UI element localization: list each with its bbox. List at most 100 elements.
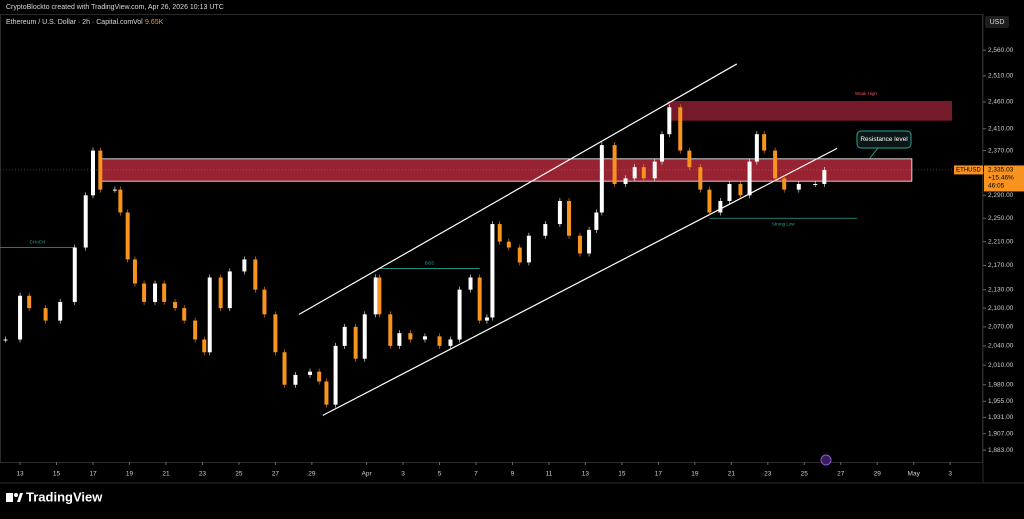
candle — [796, 183, 801, 190]
candle — [373, 277, 378, 315]
candle — [43, 308, 48, 321]
credit: CryptoBlockto created with TradingView.c… — [6, 4, 224, 11]
candle — [577, 235, 582, 254]
callout-pointer — [869, 147, 879, 159]
candle — [142, 283, 147, 302]
indicator-icon — [820, 454, 832, 466]
candle — [687, 150, 692, 168]
y-tick-label: 2,070.00 — [988, 324, 1014, 331]
y-tick-label: 2,040.00 — [988, 343, 1014, 350]
volume-label: Vol — [133, 19, 143, 26]
candle — [91, 150, 96, 196]
candle — [490, 224, 495, 318]
supply-zone — [667, 100, 952, 121]
candle — [782, 178, 787, 190]
candle — [98, 150, 103, 190]
x-tick-label: Apr — [362, 471, 373, 478]
candle — [388, 314, 393, 346]
candle — [477, 277, 482, 321]
candle — [747, 161, 752, 196]
x-tick-label: 5 — [438, 471, 442, 478]
candle — [557, 201, 562, 225]
price-tag-value: 2,335.03 — [988, 167, 1014, 174]
candle — [707, 189, 712, 213]
candle — [623, 178, 628, 184]
candle — [262, 289, 267, 315]
y-tick-label: 2,130.00 — [988, 286, 1014, 293]
tradingview-logo: TradingView — [6, 489, 103, 504]
candle — [242, 259, 247, 272]
annotation-callout: Resistance level — [856, 130, 912, 159]
zone-label: Weak High — [855, 91, 877, 96]
y-tick-label: 1,980.00 — [988, 381, 1014, 388]
candle — [698, 167, 703, 190]
candle — [397, 333, 402, 346]
candle — [594, 212, 599, 230]
y-tick-label: 2,010.00 — [988, 362, 1014, 369]
x-tick-label: 3 — [948, 471, 952, 478]
level-label: BOS — [425, 261, 435, 266]
candle — [83, 195, 88, 248]
x-tick-label: 17 — [89, 471, 97, 478]
y-tick-label: 1,931.00 — [988, 414, 1014, 421]
y-tick-label: 2,170.00 — [988, 262, 1014, 269]
candle — [308, 371, 313, 375]
candle — [727, 183, 732, 202]
candle — [3, 339, 8, 341]
price-tag-change: +15.46% — [988, 175, 1014, 182]
price-tag-countdown: 46:05 — [988, 183, 1005, 190]
logo-slash — [17, 493, 23, 502]
y-tick-label: 2,510.00 — [988, 73, 1014, 80]
candle — [377, 277, 382, 315]
candle — [822, 169, 827, 184]
level-label: CHoCH — [30, 240, 46, 245]
x-tick-label: 15 — [618, 471, 626, 478]
candle — [324, 381, 329, 405]
candle — [273, 314, 278, 353]
x-tick-label: 3 — [401, 471, 405, 478]
candle — [18, 295, 23, 340]
x-tick-label: 29 — [874, 471, 882, 478]
candle — [162, 283, 167, 302]
x-tick-label: 21 — [162, 471, 170, 478]
x-tick-label: 7 — [474, 471, 478, 478]
y-tick-label: 2,560.00 — [988, 47, 1014, 54]
x-tick-label: 23 — [199, 471, 207, 478]
x-tick-label: 27 — [272, 471, 280, 478]
volume-value: 9.65K — [145, 19, 164, 26]
price-tag — [984, 165, 1024, 192]
x-tick-label: 21 — [728, 471, 736, 478]
icon-circle — [820, 454, 832, 466]
candle — [317, 371, 322, 382]
x-tick-label: 25 — [235, 471, 243, 478]
candle — [667, 107, 672, 135]
callout-box — [856, 130, 912, 149]
y-tick-label: 1,883.00 — [988, 447, 1014, 454]
candle — [342, 326, 347, 346]
x-tick-label: 19 — [691, 471, 699, 478]
candle — [738, 183, 743, 196]
y-tick-label: 1,955.00 — [988, 398, 1014, 405]
y-tick-label: 2,210.00 — [988, 238, 1014, 245]
plot-area: Weak High Strong Low CHoCH BOS — [0, 63, 983, 416]
candle — [660, 134, 665, 162]
candle — [202, 339, 207, 353]
x-tick-label: 13 — [16, 471, 24, 478]
candle — [207, 277, 212, 353]
candle — [182, 308, 187, 321]
x-tick-label: May — [908, 471, 921, 478]
candle — [282, 352, 287, 385]
y-tick-label: 1,907.00 — [988, 430, 1014, 437]
candle — [526, 235, 531, 263]
logo-bar — [6, 493, 13, 502]
candle — [408, 333, 413, 340]
candle — [27, 295, 32, 309]
candle — [448, 339, 453, 346]
candle — [813, 183, 818, 185]
x-tick-label: 15 — [53, 471, 61, 478]
candle — [468, 277, 473, 290]
currency-box — [985, 16, 1009, 28]
x-tick-label: 9 — [511, 471, 515, 478]
